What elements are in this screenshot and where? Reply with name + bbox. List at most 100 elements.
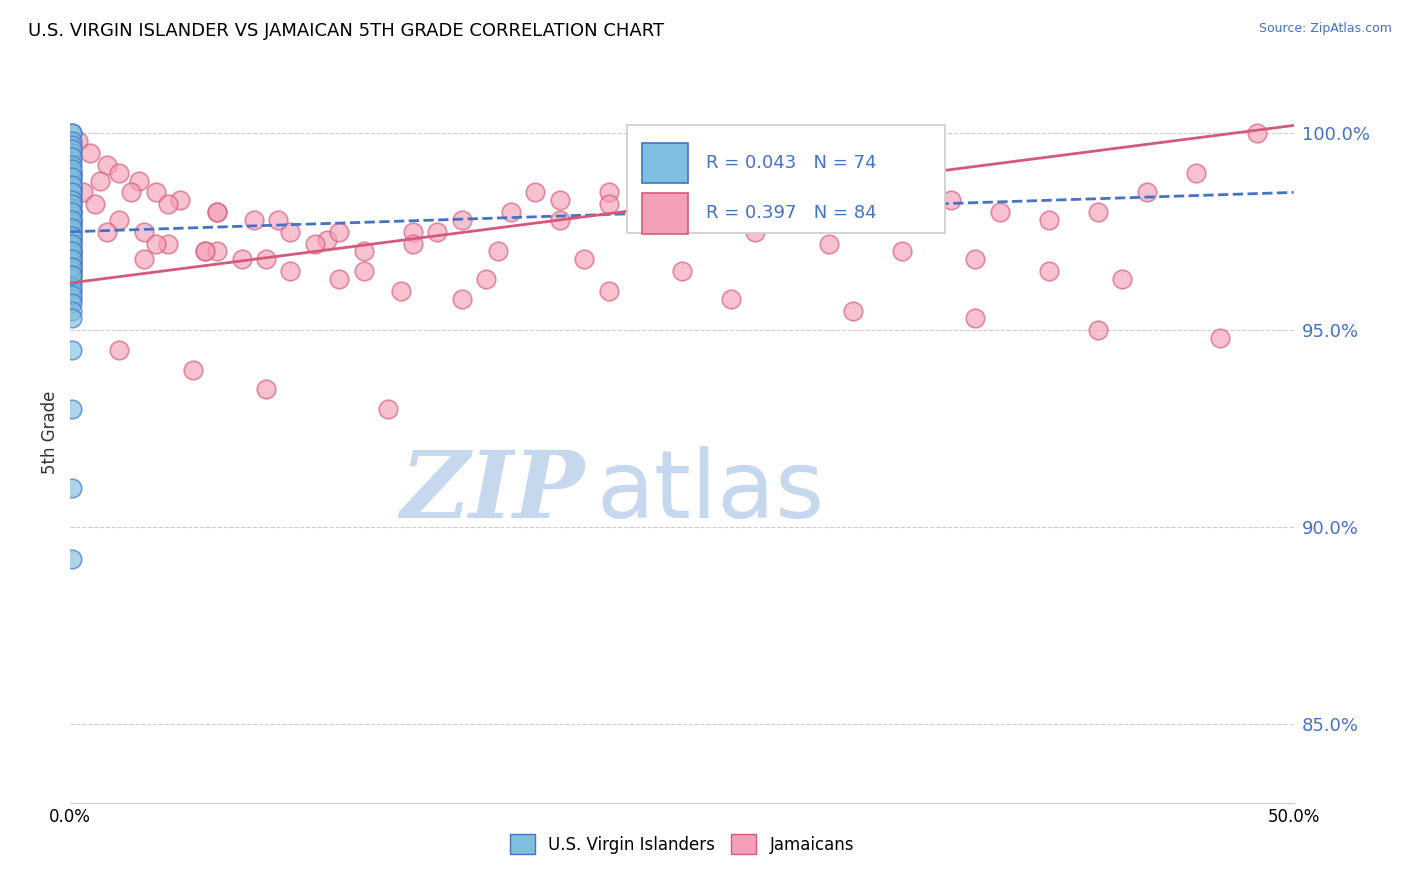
Point	[402, 225, 425, 239]
Point	[915, 186, 938, 200]
Point	[181, 362, 204, 376]
Point	[1087, 205, 1109, 219]
Point	[60, 178, 83, 192]
Point	[60, 220, 83, 235]
Point	[1038, 264, 1060, 278]
Point	[60, 264, 83, 278]
Text: atlas: atlas	[596, 446, 824, 538]
Point	[1136, 186, 1159, 200]
Point	[60, 205, 83, 219]
Point	[965, 311, 987, 326]
Point	[1111, 272, 1133, 286]
Point	[121, 186, 143, 200]
Point	[60, 150, 83, 164]
FancyBboxPatch shape	[627, 126, 945, 233]
Point	[60, 217, 83, 231]
Point	[60, 260, 83, 275]
Point	[60, 268, 83, 282]
Point	[1087, 323, 1109, 337]
Point	[60, 236, 83, 251]
Point	[60, 173, 83, 187]
Point	[744, 158, 766, 172]
Point	[793, 166, 815, 180]
Point	[1038, 213, 1060, 227]
Point	[793, 197, 815, 211]
Point	[60, 186, 83, 200]
Point	[60, 169, 83, 184]
Text: R = 0.043   N = 74: R = 0.043 N = 74	[706, 154, 877, 172]
Text: R = 0.397   N = 84: R = 0.397 N = 84	[706, 204, 877, 222]
Point	[891, 244, 914, 259]
Point	[194, 244, 217, 259]
Point	[60, 244, 83, 259]
Point	[548, 213, 571, 227]
Point	[60, 248, 83, 262]
Point	[1209, 331, 1232, 345]
Point	[254, 382, 277, 396]
Point	[60, 256, 83, 270]
Point	[60, 186, 83, 200]
Point	[488, 244, 510, 259]
Point	[450, 213, 472, 227]
Point	[817, 236, 839, 251]
Point	[108, 343, 131, 357]
Point	[60, 205, 83, 219]
Point	[205, 205, 228, 219]
Point	[145, 236, 167, 251]
Point	[60, 209, 83, 223]
Point	[60, 280, 83, 294]
Point	[671, 213, 693, 227]
Point	[598, 197, 620, 211]
Point	[243, 213, 266, 227]
Point	[60, 402, 83, 417]
Point	[60, 264, 83, 278]
Point	[60, 240, 83, 254]
Point	[60, 248, 83, 262]
Point	[60, 268, 83, 282]
Point	[96, 158, 118, 172]
Point	[169, 194, 191, 208]
Point	[1246, 126, 1268, 140]
Point	[60, 213, 83, 227]
Point	[60, 551, 83, 566]
Point	[60, 178, 83, 192]
Point	[328, 272, 350, 286]
Point	[145, 186, 167, 200]
Point	[60, 260, 83, 275]
Point	[72, 186, 94, 200]
Point	[744, 225, 766, 239]
Point	[132, 252, 155, 267]
Point	[842, 303, 865, 318]
Point	[60, 252, 83, 267]
Point	[60, 126, 83, 140]
Point	[60, 197, 83, 211]
Bar	[641, 193, 688, 234]
Point	[89, 173, 111, 187]
Point	[671, 264, 693, 278]
Point	[60, 272, 83, 286]
Point	[132, 225, 155, 239]
Point	[60, 153, 83, 168]
Point	[66, 134, 89, 148]
Point	[598, 284, 620, 298]
Point	[60, 228, 83, 243]
Point	[988, 205, 1011, 219]
Point	[60, 225, 83, 239]
Point	[647, 173, 669, 187]
Point	[96, 225, 118, 239]
Point	[939, 194, 962, 208]
Point	[598, 186, 620, 200]
Point	[267, 213, 290, 227]
Point	[60, 244, 83, 259]
Point	[891, 186, 914, 200]
Point	[60, 161, 83, 176]
Point	[108, 166, 131, 180]
Point	[60, 244, 83, 259]
Point	[60, 197, 83, 211]
Point	[60, 166, 83, 180]
Point	[426, 225, 449, 239]
Point	[60, 205, 83, 219]
Point	[60, 169, 83, 184]
Point	[205, 244, 228, 259]
Point	[60, 295, 83, 310]
